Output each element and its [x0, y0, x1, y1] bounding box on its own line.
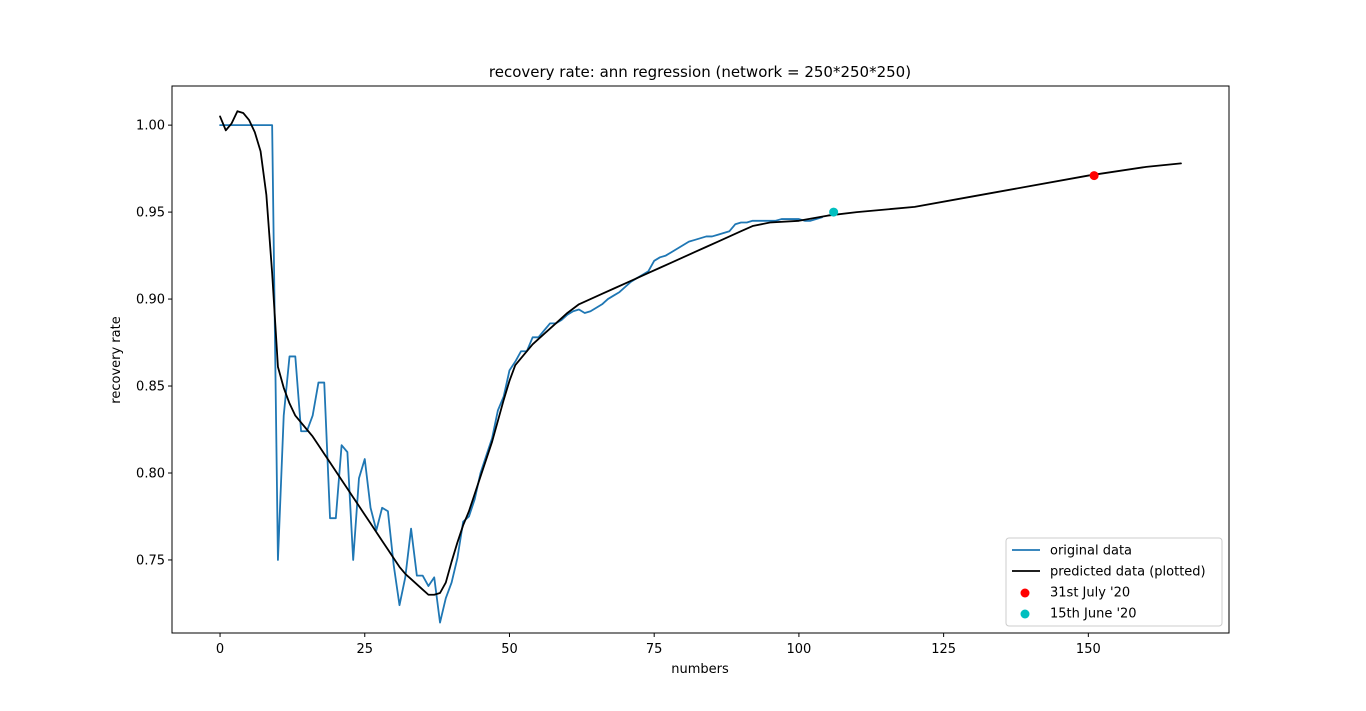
x-tick-label: 100 [786, 642, 811, 657]
x-axis-ticks: 0 25 50 75 100 125 150 [216, 633, 1101, 657]
y-axis-ticks: 0.75 0.80 0.85 0.90 0.95 1.00 [136, 119, 172, 568]
series-line-original-data [219, 124, 823, 624]
legend: original data predicted data (plotted) 31s… [1005, 537, 1223, 627]
x-axis-label: numbers [671, 662, 729, 677]
series-layer [219, 110, 1182, 624]
legend-label: predicted data (plotted) [1050, 565, 1206, 580]
y-tick-label: 0.90 [136, 293, 165, 308]
x-tick-label: 50 [501, 642, 518, 657]
x-tick-label: 125 [931, 642, 956, 657]
legend-label: 31st July '20 [1050, 586, 1130, 601]
y-tick-label: 0.85 [136, 380, 165, 395]
series-point-15th-june-20 [829, 207, 839, 217]
y-tick-label: 0.75 [136, 553, 165, 568]
y-tick-label: 0.95 [136, 206, 165, 221]
x-tick-label: 75 [646, 642, 663, 657]
x-tick-label: 150 [1076, 642, 1101, 657]
x-tick-label: 0 [216, 642, 224, 657]
plot-area: 0 25 50 75 100 125 150 0.75 0.80 0.85 0.90 0.95 1.0… [136, 85, 1230, 657]
y-tick-label: 1.00 [136, 119, 165, 134]
series-point-31st-july-20 [1089, 171, 1099, 181]
x-tick-label: 25 [356, 642, 373, 657]
legend-label: 15th June '20 [1050, 607, 1137, 622]
legend-items: original data predicted data (plotted) 31s… [1012, 544, 1206, 622]
y-tick-label: 0.80 [136, 466, 165, 481]
legend-box [1005, 537, 1223, 627]
axes-frame [171, 85, 1230, 634]
series-line-predicted-data-plotted [219, 110, 1182, 596]
legend-label: original data [1050, 544, 1132, 559]
y-axis-label: recovery rate [109, 316, 124, 403]
legend-marker-point [1020, 609, 1030, 619]
chart-title: recovery rate: ann regression (network =… [489, 63, 911, 81]
legend-marker-point [1020, 588, 1030, 598]
